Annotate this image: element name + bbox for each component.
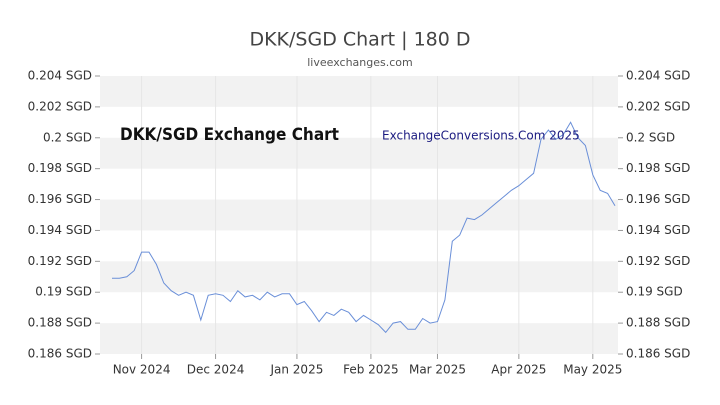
annotation: DKK/SGD Exchange Chart bbox=[120, 125, 339, 145]
y-tick-label: 0.19 SGD bbox=[626, 285, 683, 299]
chart-title: DKK/SGD Chart | 180 D bbox=[249, 29, 470, 51]
y-tick-label: 0.204 SGD bbox=[28, 69, 92, 83]
y-tick-label: 0.198 SGD bbox=[626, 161, 690, 175]
grid-band bbox=[100, 199, 618, 231]
y-tick-label: 0.2 SGD bbox=[43, 130, 92, 144]
x-tick-label: May 2025 bbox=[563, 363, 622, 377]
y-tick-label: 0.188 SGD bbox=[28, 316, 92, 330]
grid-band bbox=[100, 76, 618, 107]
y-tick-label: 0.194 SGD bbox=[626, 223, 690, 237]
grid-band bbox=[100, 323, 618, 354]
y-tick-label: 0.196 SGD bbox=[28, 192, 92, 206]
y-tick-label: 0.196 SGD bbox=[626, 192, 690, 206]
y-tick-label: 0.2 SGD bbox=[626, 130, 675, 144]
grid-band bbox=[100, 261, 618, 293]
x-tick-label: Nov 2024 bbox=[113, 363, 171, 377]
y-tick-label: 0.202 SGD bbox=[626, 99, 690, 113]
y-tick-label: 0.194 SGD bbox=[28, 223, 92, 237]
y-tick-label: 0.188 SGD bbox=[626, 316, 690, 330]
x-tick-label: Mar 2025 bbox=[409, 363, 466, 377]
grid-band bbox=[100, 137, 618, 169]
x-tick-label: Feb 2025 bbox=[343, 363, 399, 377]
x-tick-label: Apr 2025 bbox=[491, 363, 546, 377]
annotation: ExchangeConversions.Com 2025 bbox=[382, 129, 580, 143]
x-tick-label: Dec 2024 bbox=[187, 363, 245, 377]
y-tick-label: 0.186 SGD bbox=[626, 347, 690, 361]
y-tick-label: 0.186 SGD bbox=[28, 347, 92, 361]
y-tick-label: 0.192 SGD bbox=[626, 254, 690, 268]
y-tick-label: 0.192 SGD bbox=[28, 254, 92, 268]
y-tick-label: 0.198 SGD bbox=[28, 161, 92, 175]
y-tick-label: 0.204 SGD bbox=[626, 69, 690, 83]
y-tick-label: 0.19 SGD bbox=[35, 285, 92, 299]
line bbox=[112, 121, 616, 334]
plot-area: 0.186 SGD 0.186 SGD 0.188 SGD 0.188 SGD 0.19… bbox=[28, 69, 691, 377]
x-tick-label: Jan 2025 bbox=[269, 363, 323, 377]
chart-subtitle: liveexchanges.com bbox=[307, 56, 412, 69]
y-tick-label: 0.202 SGD bbox=[28, 99, 92, 113]
